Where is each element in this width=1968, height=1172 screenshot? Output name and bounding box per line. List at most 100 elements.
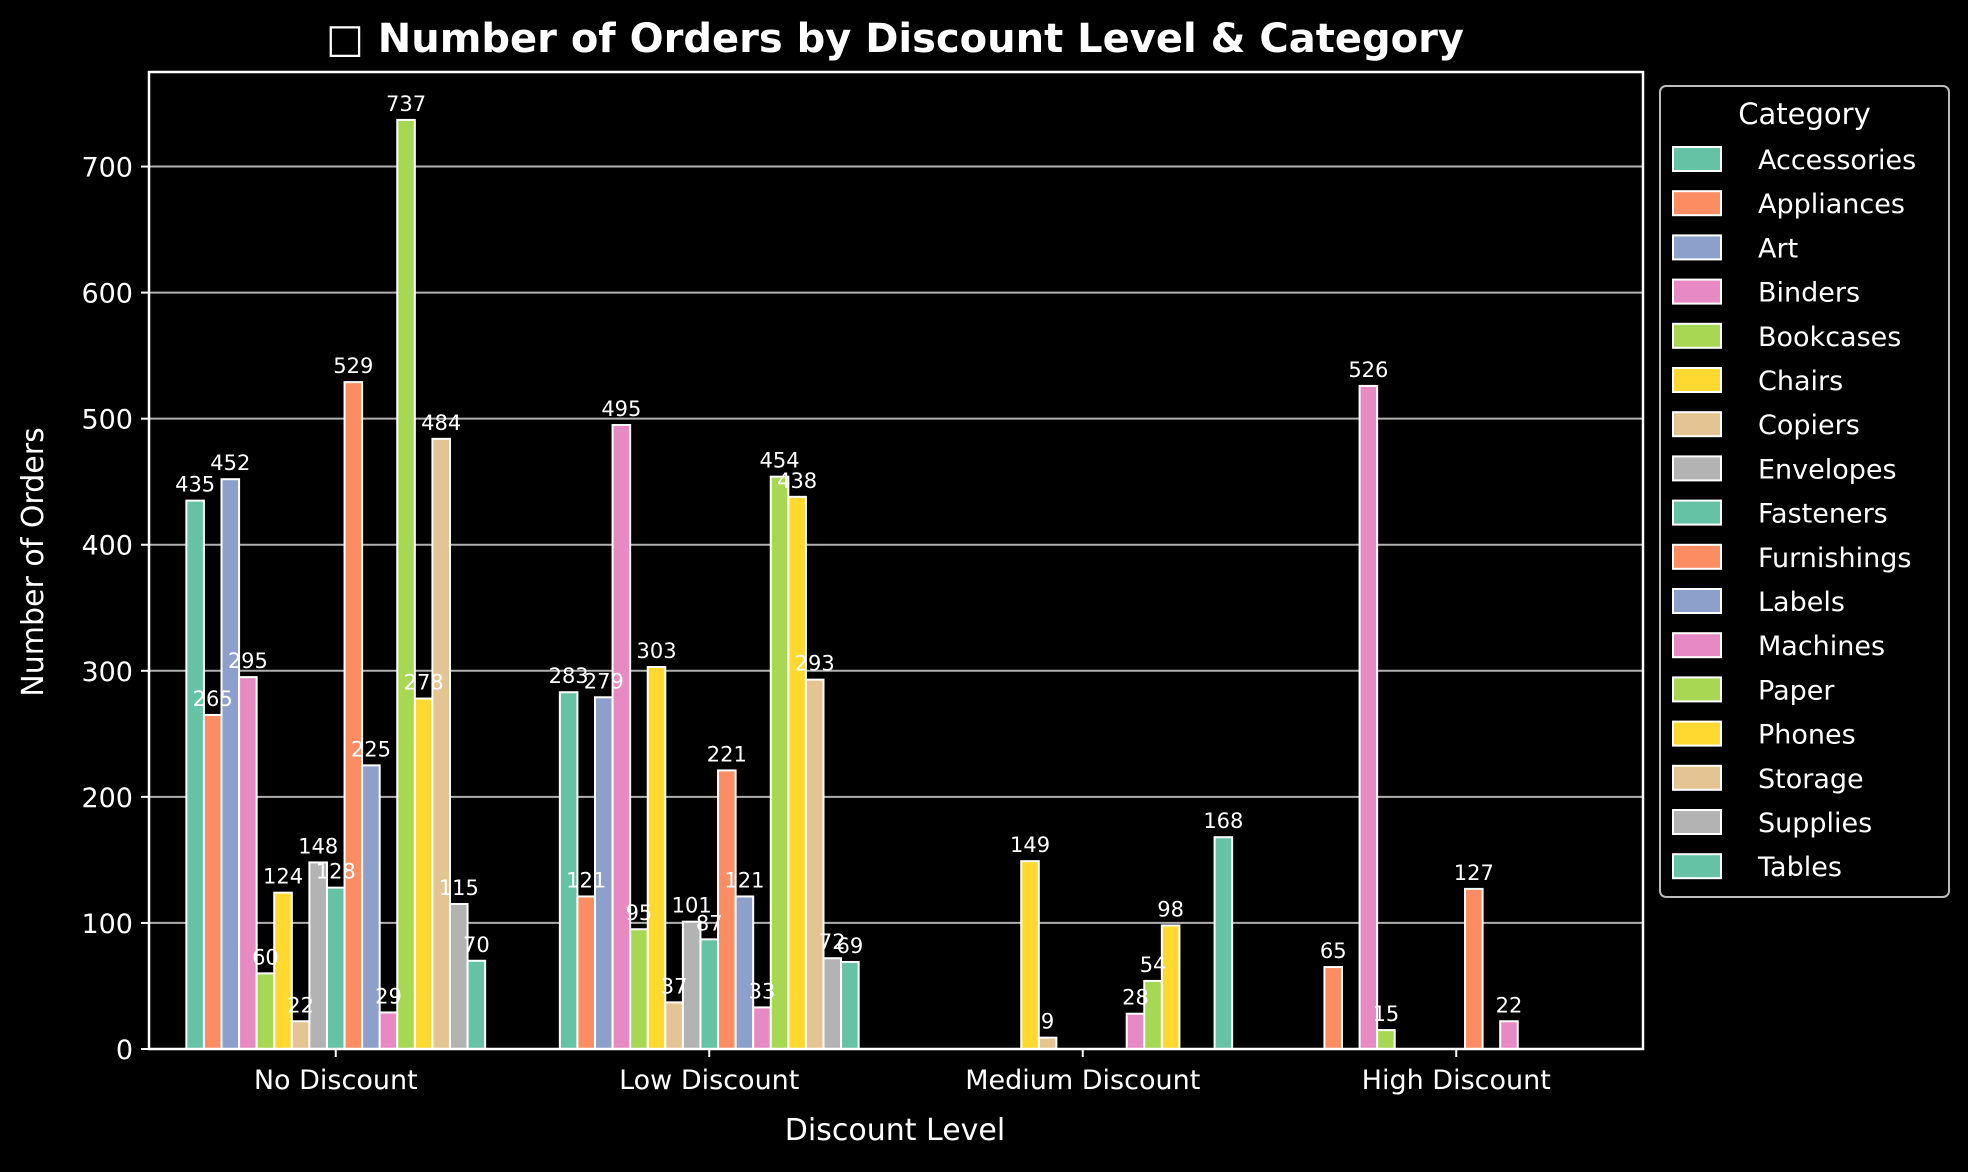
y-tick-label: 100 xyxy=(81,909,133,940)
bar-value-label: 9 xyxy=(1041,1010,1054,1034)
bar-machines xyxy=(752,1006,772,1050)
bar-fasteners xyxy=(699,938,720,1050)
legend-swatch xyxy=(1672,676,1722,703)
legend-box xyxy=(1659,85,1950,898)
bar-value-label: 54 xyxy=(1140,953,1167,977)
y-tick-label: 700 xyxy=(81,153,133,184)
bar-value-label: 168 xyxy=(1203,809,1243,833)
bar-value-label: 95 xyxy=(626,901,653,925)
bar-tables xyxy=(466,959,487,1050)
bar-machines xyxy=(1499,1020,1519,1051)
bar-art xyxy=(220,478,241,1050)
bar-supplies xyxy=(448,903,469,1051)
legend-title: Category xyxy=(1738,97,1870,131)
bar-value-label: 22 xyxy=(287,993,314,1017)
x-axis-label: Discount Level xyxy=(785,1113,1005,1148)
bar-bookcases xyxy=(1376,1029,1396,1051)
bar-value-label: 121 xyxy=(724,868,764,892)
bar-value-label: 484 xyxy=(421,411,461,435)
bar-value-label: 28 xyxy=(1122,986,1149,1010)
bar-chairs xyxy=(1020,860,1040,1051)
bar-machines xyxy=(1125,1012,1146,1051)
bar-accessories xyxy=(185,499,205,1050)
bar-furnishings xyxy=(1464,887,1484,1050)
bar-appliances xyxy=(202,713,223,1050)
bar-binders xyxy=(238,676,258,1050)
bar-value-label: 303 xyxy=(636,639,676,663)
x-tick-label: Low Discount xyxy=(619,1065,799,1096)
legend: Category Accessories Appliances Art Binders B… xyxy=(1659,85,1950,898)
legend-swatch xyxy=(1672,543,1722,570)
bar-value-label: 529 xyxy=(333,354,373,378)
bar-value-label: 737 xyxy=(386,92,426,116)
bar-value-label: 283 xyxy=(549,664,589,688)
bar-machines xyxy=(378,1011,399,1050)
bar-storage xyxy=(804,678,825,1050)
bar-value-label: 221 xyxy=(707,742,747,766)
y-axis-label: Number of Orders xyxy=(16,427,51,696)
bar-paper xyxy=(396,118,416,1050)
legend-swatch xyxy=(1672,146,1722,172)
bar-value-label: 148 xyxy=(298,834,338,858)
legend-swatch xyxy=(1672,322,1722,349)
bar-binders xyxy=(1358,384,1379,1050)
legend-label: Chairs xyxy=(1758,366,1843,397)
y-tick-label: 600 xyxy=(81,279,133,310)
bar-value-label: 29 xyxy=(375,984,402,1008)
bar-value-label: 69 xyxy=(836,934,863,958)
legend-label: Labels xyxy=(1758,587,1845,618)
x-tick-label: Medium Discount xyxy=(965,1065,1200,1096)
bar-value-label: 37 xyxy=(661,974,688,998)
chart-title: □ Number of Orders by Discount Level & C… xyxy=(326,16,1464,62)
bar-tables xyxy=(1213,836,1234,1050)
bar-chairs xyxy=(273,891,293,1050)
legend-label: Furnishings xyxy=(1758,543,1911,574)
bar-copiers xyxy=(1037,1036,1058,1050)
bar-value-label: 149 xyxy=(1010,833,1050,857)
legend-label: Appliances xyxy=(1758,189,1905,220)
legend-label: Storage xyxy=(1758,764,1864,795)
bar-labels xyxy=(734,895,755,1050)
legend-label: Accessories xyxy=(1758,145,1916,176)
legend-label: Art xyxy=(1758,233,1798,264)
legend-label: Phones xyxy=(1758,720,1856,751)
legend-label: Paper xyxy=(1758,675,1835,706)
bar-value-label: 121 xyxy=(566,868,606,892)
legend-label: Tables xyxy=(1757,852,1842,883)
legend-swatch xyxy=(1672,720,1722,747)
legend-swatch xyxy=(1672,499,1722,526)
bars xyxy=(185,118,1519,1051)
bar-value-label: 293 xyxy=(795,652,835,676)
y-tick-label: 300 xyxy=(81,657,133,688)
y-tick-label: 500 xyxy=(81,405,133,436)
bar-phones xyxy=(413,697,434,1050)
bar-phones xyxy=(787,495,807,1051)
bar-value-label: 72 xyxy=(819,930,846,954)
bar-bookcases xyxy=(629,928,649,1050)
bar-storage xyxy=(431,437,451,1051)
legend-label: Binders xyxy=(1758,278,1860,309)
legend-swatch xyxy=(1672,190,1722,217)
bar-appliances xyxy=(576,895,597,1050)
legend-swatch xyxy=(1672,411,1722,438)
y-tick-label: 0 xyxy=(116,1035,133,1066)
bar-value-label: 454 xyxy=(760,449,800,473)
bar-value-label: 128 xyxy=(316,860,356,884)
bar-value-label: 127 xyxy=(1454,861,1494,885)
y-tick-label: 200 xyxy=(81,783,133,814)
bar-value-label: 15 xyxy=(1373,1002,1400,1026)
bar-value-label: 526 xyxy=(1348,358,1388,382)
bar-supplies xyxy=(822,957,843,1050)
legend-label: Bookcases xyxy=(1758,322,1901,353)
x-tick-label: No Discount xyxy=(254,1065,418,1096)
legend-swatch xyxy=(1672,455,1722,482)
bar-value-label: 98 xyxy=(1157,897,1184,921)
legend-swatch xyxy=(1672,809,1722,835)
bar-value-label: 33 xyxy=(749,979,776,1003)
y-tick-label: 400 xyxy=(81,531,133,562)
bar-value-label: 278 xyxy=(404,671,444,695)
bar-envelopes xyxy=(308,861,328,1050)
bar-value-label: 495 xyxy=(601,397,641,421)
